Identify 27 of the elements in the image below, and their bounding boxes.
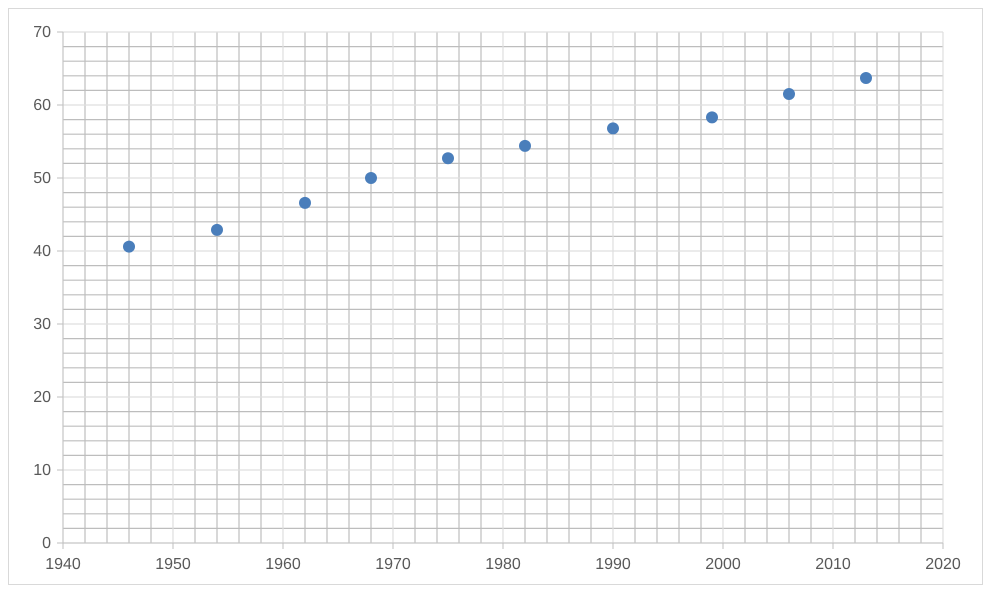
- y-tick-label: 30: [33, 316, 52, 333]
- point: [783, 88, 795, 100]
- y-tick-label: 20: [33, 389, 52, 406]
- x-tick-label: 2010: [815, 556, 851, 573]
- point: [519, 140, 531, 152]
- point: [211, 224, 223, 236]
- y-tick-label: 0: [42, 535, 52, 552]
- y-tick-label: 10: [33, 462, 52, 479]
- point: [299, 196, 311, 209]
- x-tick-label: 1960: [265, 556, 301, 573]
- point: [607, 122, 619, 134]
- point: [123, 240, 135, 253]
- y-tick-label: 40: [33, 243, 52, 260]
- point: [442, 152, 454, 164]
- y-tick-label: 70: [33, 24, 52, 41]
- point: [706, 111, 718, 124]
- y-tick-label: 60: [33, 97, 52, 114]
- x-tick-label: 1990: [595, 556, 631, 573]
- point: [860, 72, 872, 84]
- x-tick-label: 1970: [375, 556, 411, 573]
- x-tick-label: 1950: [155, 556, 191, 573]
- x-tick-label: 1940: [45, 556, 81, 573]
- x-tick-label: 2020: [925, 556, 961, 573]
- y-tick-label: 50: [33, 170, 52, 187]
- x-tick-label: 2000: [705, 556, 741, 573]
- x-tick-label: 1980: [485, 556, 521, 573]
- point: [365, 172, 377, 184]
